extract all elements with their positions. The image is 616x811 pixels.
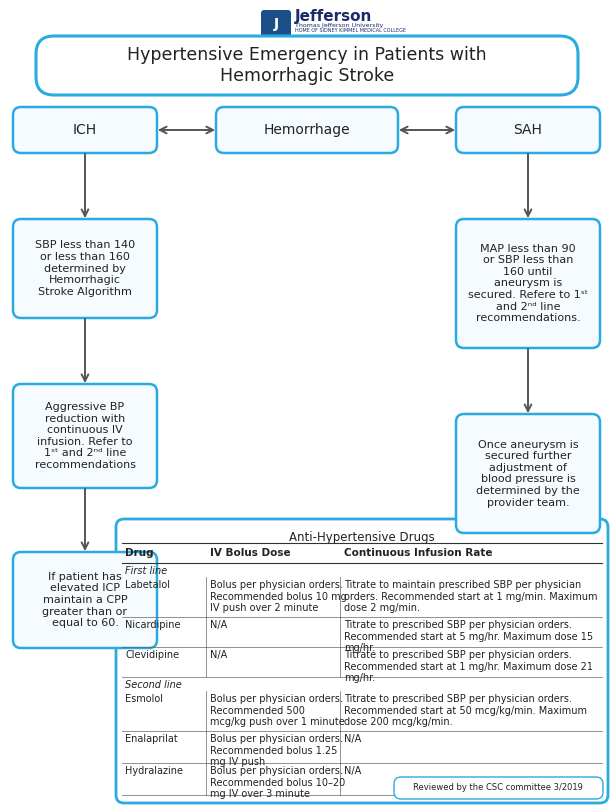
Text: MAP less than 90
or SBP less than
160 until
aneurysm is
secured. Refere to 1ˢᵗ
a: MAP less than 90 or SBP less than 160 un… bbox=[468, 243, 588, 324]
FancyBboxPatch shape bbox=[116, 519, 608, 803]
Text: Anti-Hypertensive Drugs: Anti-Hypertensive Drugs bbox=[289, 531, 435, 544]
Text: Bolus per physician orders.
Recommended bolus 1.25
mg IV push: Bolus per physician orders. Recommended … bbox=[210, 734, 343, 767]
Text: N/A: N/A bbox=[344, 766, 361, 776]
Text: Bolus per physician orders.
Recommended bolus 10 mg
IV push over 2 minute: Bolus per physician orders. Recommended … bbox=[210, 580, 347, 613]
Text: First line: First line bbox=[125, 566, 167, 576]
Text: N/A: N/A bbox=[344, 734, 361, 744]
FancyBboxPatch shape bbox=[13, 219, 157, 318]
FancyBboxPatch shape bbox=[456, 219, 600, 348]
Text: Second line: Second line bbox=[125, 680, 182, 690]
Text: Titrate to prescribed SBP per physician orders.
Recommended start at 1 mg/hr. Ma: Titrate to prescribed SBP per physician … bbox=[344, 650, 593, 683]
FancyBboxPatch shape bbox=[13, 552, 157, 648]
FancyBboxPatch shape bbox=[36, 36, 578, 95]
Text: Hemorrhage: Hemorrhage bbox=[264, 123, 351, 137]
Text: N/A: N/A bbox=[210, 620, 227, 630]
Text: Aggressive BP
reduction with
continuous IV
infusion. Refer to
1ˢᵗ and 2ⁿᵈ line
r: Aggressive BP reduction with continuous … bbox=[34, 402, 136, 470]
Text: Esmolol: Esmolol bbox=[125, 694, 163, 704]
Text: Clevidipine: Clevidipine bbox=[125, 650, 179, 660]
FancyBboxPatch shape bbox=[456, 414, 600, 533]
Text: Bolus per physician orders.
Recommended 500
mcg/kg push over 1 minute: Bolus per physician orders. Recommended … bbox=[210, 694, 345, 727]
Text: Labetalol: Labetalol bbox=[125, 580, 170, 590]
Text: Bolus per physician orders.
Recommended bolus 10–20
mg IV over 3 minute: Bolus per physician orders. Recommended … bbox=[210, 766, 345, 799]
FancyBboxPatch shape bbox=[216, 107, 398, 153]
Text: Jefferson: Jefferson bbox=[295, 8, 373, 24]
Text: Titrate to maintain prescribed SBP per physician
orders. Recommended start at 1 : Titrate to maintain prescribed SBP per p… bbox=[344, 580, 598, 613]
Text: Enalaprilat: Enalaprilat bbox=[125, 734, 178, 744]
Text: N/A: N/A bbox=[210, 650, 227, 660]
FancyBboxPatch shape bbox=[394, 777, 603, 799]
Text: ICH: ICH bbox=[73, 123, 97, 137]
Text: SBP less than 140
or less than 160
determined by
Hemorrhagic
Stroke Algorithm: SBP less than 140 or less than 160 deter… bbox=[35, 240, 135, 297]
Text: Hypertensive Emergency in Patients with
Hemorrhagic Stroke: Hypertensive Emergency in Patients with … bbox=[127, 46, 487, 85]
Text: Nicardipine: Nicardipine bbox=[125, 620, 180, 630]
Text: Drug: Drug bbox=[125, 548, 153, 558]
Text: Titrate to prescribed SBP per physician orders.
Recommended start at 50 mcg/kg/m: Titrate to prescribed SBP per physician … bbox=[344, 694, 587, 727]
Text: Titrate to prescribed SBP per physician orders.
Recommended start at 5 mg/hr. Ma: Titrate to prescribed SBP per physician … bbox=[344, 620, 593, 653]
FancyBboxPatch shape bbox=[13, 107, 157, 153]
FancyBboxPatch shape bbox=[13, 384, 157, 488]
Text: Reviewed by the CSC committee 3/2019: Reviewed by the CSC committee 3/2019 bbox=[413, 783, 583, 792]
Text: Once aneurysm is
secured further
adjustment of
blood pressure is
determined by t: Once aneurysm is secured further adjustm… bbox=[476, 440, 580, 508]
Text: Hydralazine: Hydralazine bbox=[125, 766, 183, 776]
Text: J: J bbox=[274, 17, 278, 31]
FancyBboxPatch shape bbox=[261, 10, 291, 37]
FancyBboxPatch shape bbox=[456, 107, 600, 153]
Text: If patient has
elevated ICP
maintain a CPP
greater than or
equal to 60.: If patient has elevated ICP maintain a C… bbox=[43, 572, 128, 629]
Text: Thomas Jefferson University: Thomas Jefferson University bbox=[295, 23, 383, 28]
Text: IV Bolus Dose: IV Bolus Dose bbox=[210, 548, 291, 558]
Text: HOME OF SIDNEY KIMMEL MEDICAL COLLEGE: HOME OF SIDNEY KIMMEL MEDICAL COLLEGE bbox=[295, 28, 406, 33]
Text: SAH: SAH bbox=[514, 123, 543, 137]
Text: Continuous Infusion Rate: Continuous Infusion Rate bbox=[344, 548, 493, 558]
